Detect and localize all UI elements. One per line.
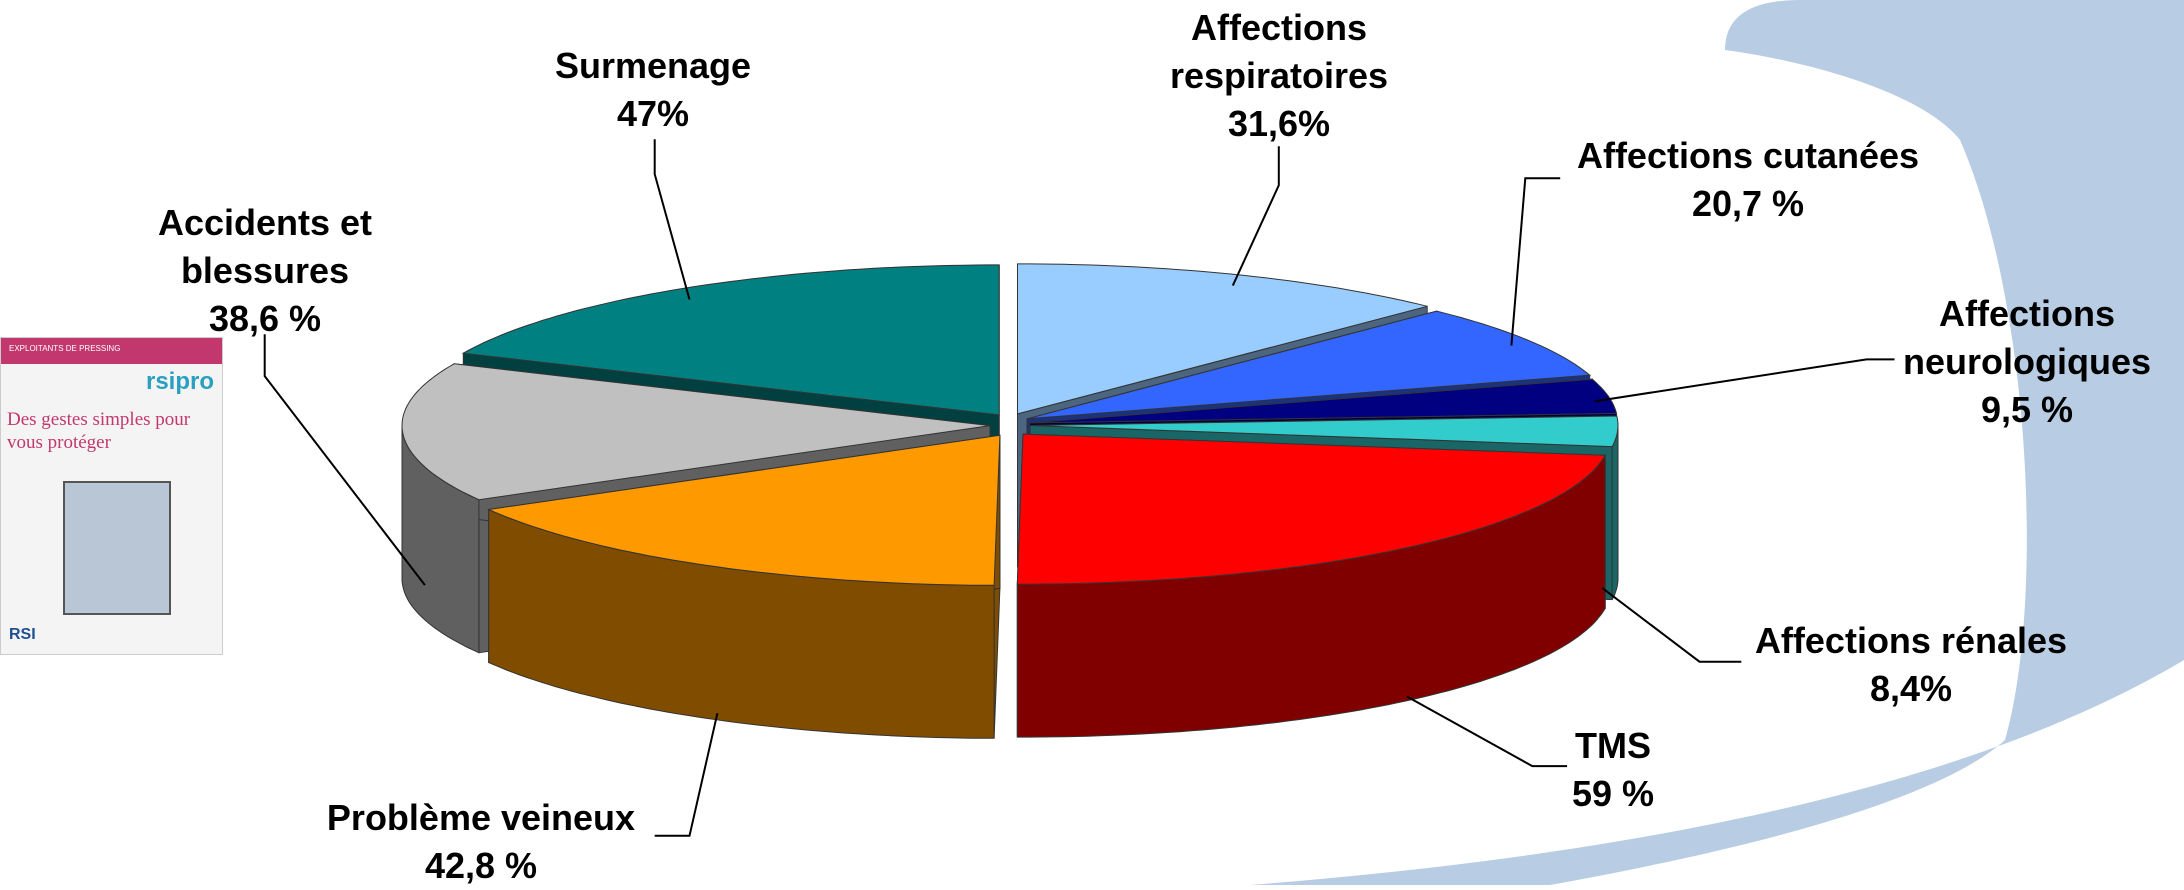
brochure-brand: rsipro (146, 368, 214, 396)
leader-line (265, 334, 425, 585)
category-label: Affections cutanées (1538, 132, 1958, 180)
category-label: Affections neurologiques (1882, 290, 2172, 386)
value-label: 8,4% (1711, 665, 2111, 713)
leader-line (1233, 146, 1279, 285)
value-label: 20,7 % (1538, 180, 1958, 228)
value-label: 42,8 % (271, 842, 691, 890)
brochure-title: Des gestes simples pour vous protéger (7, 408, 207, 454)
slice-outer-wall (1612, 426, 1618, 600)
category-label: Surmenage (503, 42, 803, 90)
leader-line (1595, 359, 1895, 401)
category-label: Accidents et blessures (135, 199, 395, 295)
brochure-illustration (63, 481, 171, 615)
category-label: TMS (1513, 722, 1713, 770)
value-label: 38,6 % (135, 295, 395, 343)
leader-line (655, 139, 690, 299)
brochure-footer: RSI (9, 626, 36, 644)
category-label: Problème veineux (271, 794, 691, 842)
slice-tops (402, 264, 1618, 585)
category-label: Affections rénales (1711, 617, 2111, 665)
value-label: 31,6% (1129, 100, 1429, 148)
value-label: 59 % (1513, 770, 1713, 818)
category-label: Affections respiratoires (1129, 4, 1429, 100)
brochure: EXPLOITANTS DE PRESSING rsipro Des geste… (0, 337, 223, 655)
page: EXPLOITANTS DE PRESSING rsipro Des geste… (0, 0, 2184, 885)
value-label: 9,5 % (1882, 386, 2172, 434)
value-label: 47% (503, 90, 803, 138)
